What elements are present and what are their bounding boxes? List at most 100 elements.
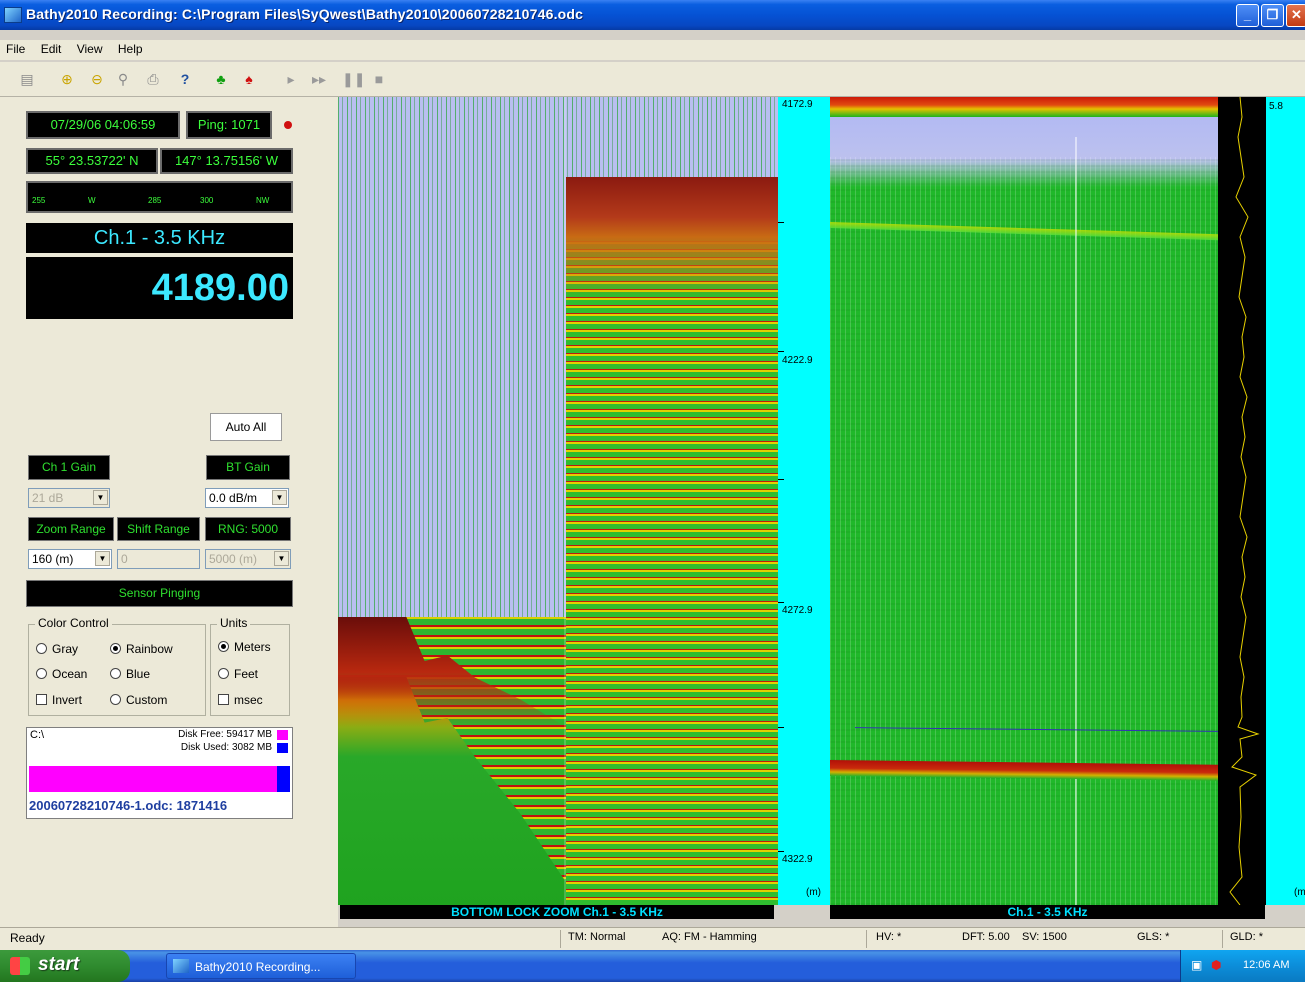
compass-tick: 300 xyxy=(200,196,214,205)
segment-divider xyxy=(564,97,566,905)
depth-tick-label: 4322.9 xyxy=(782,854,813,865)
disk-used-fill xyxy=(277,766,290,792)
pause-icon[interactable]: ❚❚ xyxy=(342,71,366,87)
radio-icon xyxy=(36,668,47,679)
clock: 12:06 AM xyxy=(1243,959,1290,971)
ping-display: Ping: 1071 xyxy=(186,111,272,139)
menu-edit[interactable]: Edit xyxy=(40,42,62,56)
green-sensor-icon[interactable]: ♣ xyxy=(216,71,226,87)
app-icon xyxy=(173,959,189,973)
latitude-display: 55° 23.53722' N xyxy=(26,148,158,174)
color-gray-radio[interactable]: Gray xyxy=(36,642,78,656)
menu-bar: File Edit View Help xyxy=(0,40,1305,60)
color-custom-label: Custom xyxy=(126,693,168,707)
main-echogram[interactable] xyxy=(830,97,1218,905)
security-alert-icon[interactable]: ⬢ xyxy=(1211,958,1222,972)
stop-icon[interactable]: ■ xyxy=(374,71,384,87)
status-gls: GLS: * xyxy=(1137,931,1170,943)
radio-icon xyxy=(218,668,229,679)
status-tm: TM: Normal xyxy=(568,931,626,943)
range-select[interactable]: 5000 (m) ▼ xyxy=(205,549,291,569)
color-blue-radio[interactable]: Blue xyxy=(110,667,150,681)
ch1-gain-button[interactable]: Ch 1 Gain xyxy=(28,455,110,480)
zoom-range-button[interactable]: Zoom Range xyxy=(28,517,114,541)
color-gray-label: Gray xyxy=(52,642,79,656)
menu-file[interactable]: File xyxy=(6,42,26,56)
shift-range-button[interactable]: Shift Range xyxy=(117,517,200,541)
range-button[interactable]: RNG: 5000 xyxy=(205,517,291,541)
status-divider xyxy=(560,930,561,948)
units-feet-radio[interactable]: Feet xyxy=(218,667,258,681)
system-tray: ▣ ⬢ 12:06 AM xyxy=(1180,950,1305,982)
app-icon xyxy=(4,7,22,23)
units-meters-label: Meters xyxy=(234,640,271,654)
noise-texture xyxy=(830,157,1218,905)
disk-free-label: Disk Free: 59417 MB xyxy=(178,729,272,740)
disk-status-panel: C:\ Disk Free: 59417 MB Disk Used: 3082 … xyxy=(26,727,293,819)
start-button[interactable]: start xyxy=(0,950,130,982)
depth-tick-label: 4172.9 xyxy=(782,99,813,110)
checkbox-icon xyxy=(218,694,229,705)
disk-free-swatch xyxy=(277,730,288,740)
color-custom-radio[interactable]: Custom xyxy=(110,693,167,707)
window-title: Bathy2010 Recording: C:\Program Files\Sy… xyxy=(26,6,584,22)
color-rainbow-radio[interactable]: Rainbow xyxy=(110,642,173,656)
units-msec-checkbox[interactable]: msec xyxy=(218,693,263,707)
taskbar-item-bathy2010[interactable]: Bathy2010 Recording... xyxy=(166,953,356,979)
taskbar-item-label: Bathy2010 Recording... xyxy=(195,960,321,974)
help-icon[interactable]: ? xyxy=(180,71,190,87)
zoom-out-icon[interactable]: ⊖ xyxy=(91,71,103,87)
datetime-display: 07/29/06 04:06:59 xyxy=(26,111,180,139)
depth-tick-label: 4272.9 xyxy=(782,605,813,616)
auto-all-button[interactable]: Auto All xyxy=(210,413,282,441)
menu-help[interactable]: Help xyxy=(117,42,143,56)
ch1-gain-select[interactable]: 21 dB ▼ xyxy=(28,488,110,508)
status-gld: GLD: * xyxy=(1230,931,1264,943)
print-icon[interactable]: ⎙ xyxy=(147,71,159,87)
ch1-gain-value: 21 dB xyxy=(32,491,64,505)
amplitude-trace xyxy=(1218,96,1266,906)
close-button[interactable]: ✕ xyxy=(1286,4,1305,27)
menu-view[interactable]: View xyxy=(76,42,103,56)
toolbar: ▤ ⊕ ⊖ ⚲ ⎙ ? ♣ ♠ ▸ ▸▸ ❚❚ ■ xyxy=(0,62,1305,97)
trace-scale-top: 5.8 xyxy=(1269,101,1283,112)
invert-checkbox[interactable]: Invert xyxy=(36,693,82,707)
status-sv: SV: 1500 xyxy=(1022,931,1067,943)
drive-label: C:\ xyxy=(30,729,45,741)
water-column xyxy=(830,117,1218,187)
maximize-button[interactable]: ❐ xyxy=(1261,4,1284,27)
open-icon[interactable]: ▤ xyxy=(20,71,34,87)
depth-tick xyxy=(778,727,784,728)
surface-band xyxy=(830,97,1218,117)
invert-label: Invert xyxy=(52,693,83,707)
zoom-caption: BOTTOM LOCK ZOOM Ch.1 - 3.5 KHz xyxy=(340,905,774,919)
compass-tick: W xyxy=(88,196,96,205)
minimize-button[interactable]: _ xyxy=(1236,4,1259,27)
depth-tick xyxy=(778,479,784,480)
sensor-pinging-button[interactable]: Sensor Pinging xyxy=(26,580,293,607)
play-icon[interactable]: ▸ xyxy=(287,71,295,87)
units-meters-radio[interactable]: Meters xyxy=(218,640,271,654)
color-ocean-radio[interactable]: Ocean xyxy=(36,667,87,681)
zoom-in-icon[interactable]: ⊕ xyxy=(61,71,73,87)
radio-icon xyxy=(36,643,47,654)
dropdown-arrow-icon: ▼ xyxy=(274,551,289,566)
dropdown-arrow-icon: ▼ xyxy=(272,490,287,505)
red-sensor-icon[interactable]: ♠ xyxy=(245,71,253,87)
trace-line xyxy=(1229,96,1260,906)
bottom-lock-zoom-echogram[interactable] xyxy=(338,97,778,905)
disk-used-swatch xyxy=(277,743,288,753)
shift-range-input[interactable]: 0 xyxy=(117,549,200,569)
fast-forward-icon[interactable]: ▸▸ xyxy=(311,71,327,87)
bt-gain-button[interactable]: BT Gain xyxy=(206,455,290,480)
network-icon[interactable]: ▣ xyxy=(1191,958,1203,972)
dropdown-arrow-icon: ▼ xyxy=(93,490,108,505)
sediment-layers-right xyxy=(566,177,778,905)
status-aq: AQ: FM - Hamming xyxy=(662,931,757,943)
depth-readout: 4189.00 xyxy=(26,257,293,319)
zoom-range-select[interactable]: 160 (m) ▼ xyxy=(28,549,112,569)
range-value: 5000 (m) xyxy=(209,552,258,566)
bt-gain-select[interactable]: 0.0 dB/m ▼ xyxy=(205,488,289,508)
status-dft: DFT: 5.00 xyxy=(962,931,1010,943)
find-icon[interactable]: ⚲ xyxy=(117,71,129,87)
